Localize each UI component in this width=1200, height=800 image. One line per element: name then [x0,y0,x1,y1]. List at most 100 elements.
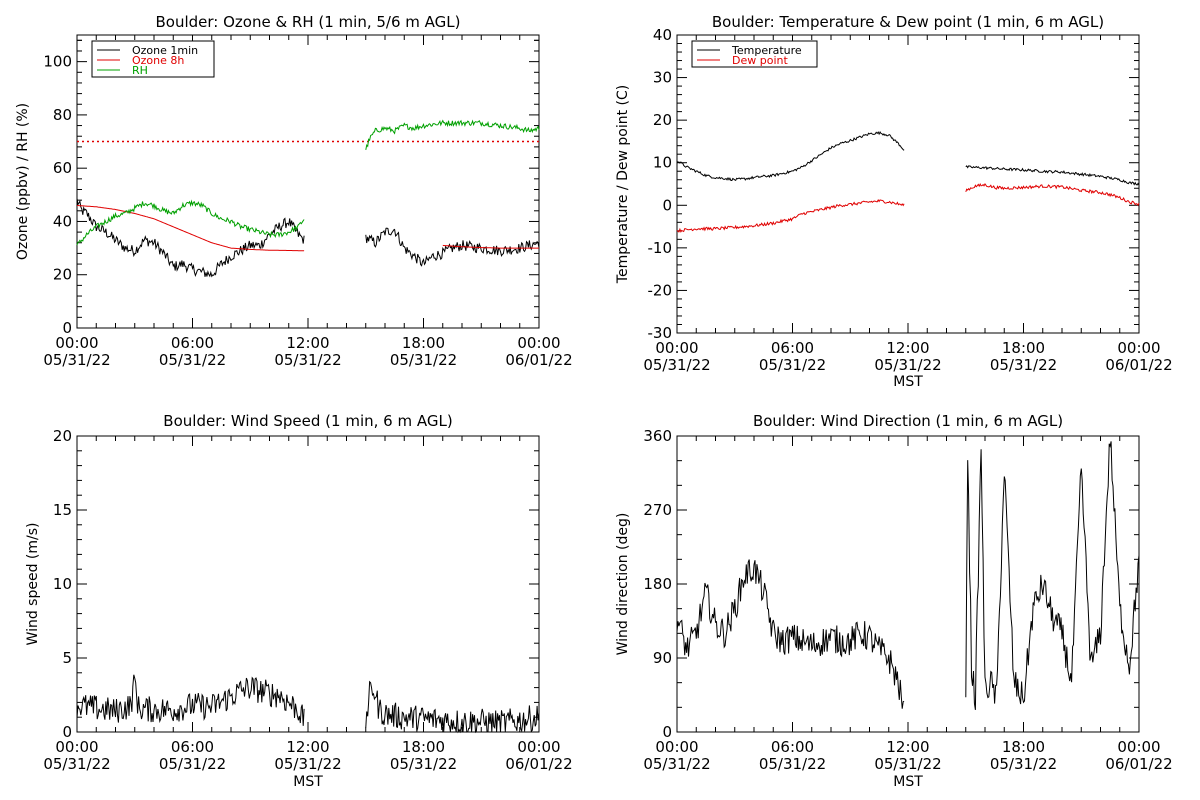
plot-content: 00:0005/31/2206:0005/31/2212:0005/31/221… [43,34,573,369]
plot-frame [676,435,1140,733]
series-line-temperature [676,130,905,181]
x-tick-label-date: 05/31/22 [643,356,710,374]
x-tick-label-date: 05/31/22 [43,351,110,369]
y-tick-label: 20 [53,266,72,284]
y-tick-label: 20 [653,111,672,129]
legend-label: RH [132,64,148,77]
x-tick-label-time: 18:00 [1002,738,1045,756]
x-axis-label: MST [893,374,923,390]
plot-content: 00:0005/31/2206:0005/31/2212:0005/31/221… [643,427,1172,773]
y-tick-label: 40 [53,212,72,230]
x-tick-label-time: 00:00 [55,334,98,352]
plot-frame [76,435,540,733]
y-tick-label: 30 [653,69,672,87]
series-line-dew-point [965,182,1140,207]
series-line-ozone-8h [442,244,539,249]
x-tick-label-time: 00:00 [517,334,560,352]
legend-box [691,40,818,68]
x-tick-label-date: 05/31/22 [759,755,826,773]
x-tick-label-time: 12:00 [886,738,929,756]
x-tick-label-date: 05/31/22 [274,351,341,369]
x-tick-label-time: 12:00 [886,339,929,357]
y-axis-label: Temperature / Dew point (C) [615,85,631,284]
panel-wind-speed: Boulder: Wind Speed (1 min, 6 m AGL) Win… [25,412,573,790]
y-tick-label: 5 [62,649,72,667]
series-line-rh [365,119,540,150]
y-tick-label: 100 [43,53,72,71]
x-axis-label: MST [893,774,923,790]
x-tick-label-time: 00:00 [55,738,98,756]
x-tick-label-time: 00:00 [655,339,698,357]
y-tick-label: 80 [53,106,72,124]
x-tick-label-date: 06/01/22 [505,755,572,773]
x-tick-label-date: 05/31/22 [643,755,710,773]
x-tick-label-time: 18:00 [402,738,445,756]
legend-box [91,40,215,78]
y-tick-label: -30 [648,324,673,342]
series-line-ozone-8h [77,205,305,252]
plot-content: 00:0005/31/2206:0005/31/2212:0005/31/221… [43,427,572,773]
x-tick-label-time: 18:00 [1002,339,1045,357]
panel-title: Boulder: Wind Speed (1 min, 6 m AGL) [163,412,452,430]
y-tick-label: 0 [62,319,72,337]
panel-title: Boulder: Wind Direction (1 min, 6 m AGL) [753,412,1063,430]
x-tick-label-time: 00:00 [1117,738,1160,756]
x-tick-label-date: 05/31/22 [759,356,826,374]
x-tick-label-date: 05/31/22 [274,755,341,773]
series-line-ozone-1min [76,198,305,278]
y-tick-label: 60 [53,159,72,177]
x-tick-label-time: 06:00 [771,738,814,756]
series-line-data [965,441,1140,710]
y-tick-label: 15 [53,501,72,519]
y-tick-label: -20 [648,281,673,299]
series-line-rh [76,199,305,246]
y-tick-label: 0 [662,196,672,214]
y-tick-label: 10 [653,154,672,172]
legend-label: Ozone 8h [132,54,184,67]
panel-temperature-dewpoint: Boulder: Temperature & Dew point (1 min,… [615,13,1173,390]
y-tick-label: 10 [53,575,72,593]
y-tick-label: 270 [643,501,672,519]
panel-title: Boulder: Ozone & RH (1 min, 5/6 m AGL) [155,13,460,31]
series-line-dew-point [676,199,905,233]
panel-title: Boulder: Temperature & Dew point (1 min,… [712,13,1104,31]
y-tick-label: 20 [53,427,72,445]
x-tick-label-date: 05/31/22 [990,755,1057,773]
x-tick-label-date: 05/31/22 [159,351,226,369]
series-line-data [76,674,305,726]
y-tick-label: 40 [653,26,672,44]
x-tick-label-time: 00:00 [1117,339,1160,357]
y-axis-label: Wind direction (deg) [615,513,631,656]
x-tick-label-time: 18:00 [402,334,445,352]
panel-ozone-rh: Boulder: Ozone & RH (1 min, 5/6 m AGL) O… [15,13,573,369]
x-tick-label-date: 05/31/22 [43,755,110,773]
y-axis-label: Wind speed (m/s) [25,523,41,646]
legend-label: Temperature [731,44,802,57]
plot-content: 00:0005/31/2206:0005/31/2212:0005/31/221… [643,26,1172,374]
x-tick-label-date: 05/31/22 [159,755,226,773]
y-tick-label: 360 [643,427,672,445]
legend-label: Ozone 1min [132,44,198,57]
x-tick-label-time: 00:00 [517,738,560,756]
panel-wind-direction: Boulder: Wind Direction (1 min, 6 m AGL)… [615,412,1173,790]
x-tick-label-time: 12:00 [286,738,329,756]
x-tick-label-time: 00:00 [655,738,698,756]
x-tick-label-date: 06/01/22 [505,351,572,369]
x-tick-label-time: 06:00 [171,334,214,352]
x-tick-label-date: 05/31/22 [990,356,1057,374]
x-tick-label-time: 06:00 [771,339,814,357]
y-tick-label: 90 [653,649,672,667]
x-tick-label-date: 05/31/22 [874,356,941,374]
x-tick-label-time: 06:00 [171,738,214,756]
y-tick-label: 0 [62,723,72,741]
y-tick-label: 180 [643,575,672,593]
x-tick-label-date: 05/31/22 [390,351,457,369]
series-line-ozone-1min [365,227,540,267]
x-tick-label-time: 12:00 [286,334,329,352]
x-tick-label-date: 06/01/22 [1105,755,1172,773]
plot-frame [676,34,1140,334]
x-tick-label-date: 06/01/22 [1105,356,1172,374]
legend-label: Dew point [732,54,788,67]
y-tick-label: 0 [662,723,672,741]
